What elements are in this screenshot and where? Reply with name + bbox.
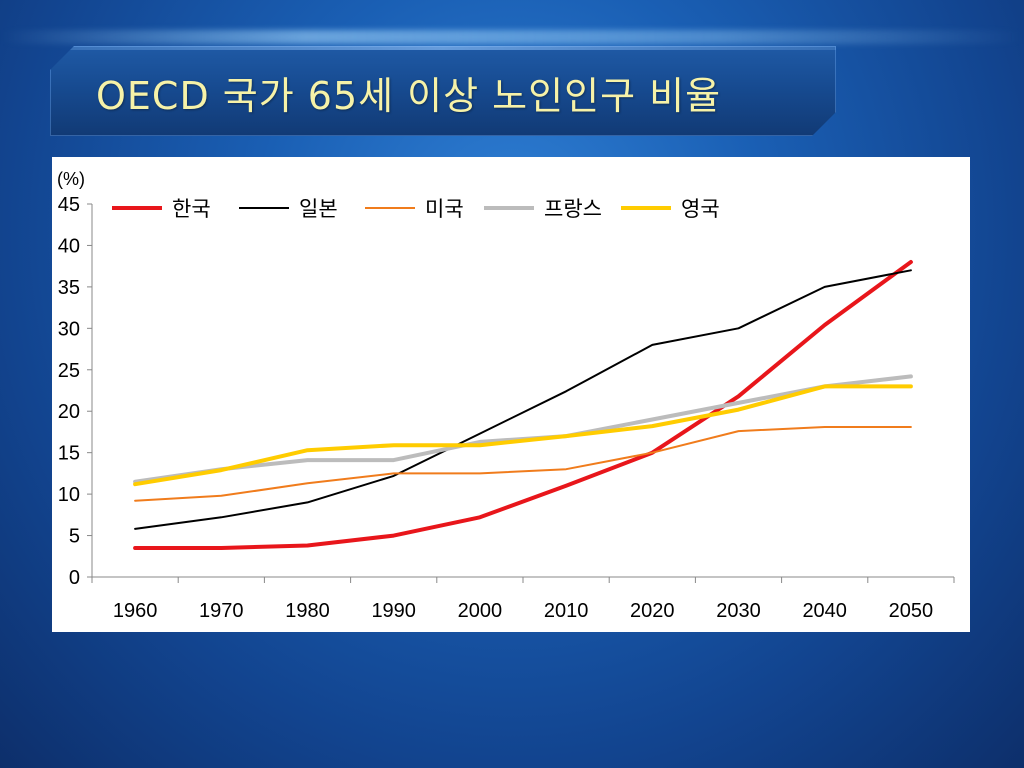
title-banner <box>50 46 836 136</box>
series-line-3 <box>134 426 912 502</box>
x-tick-label: 2000 <box>458 600 503 622</box>
legend: 한국 일본 미국 프랑스 영국 <box>112 197 720 221</box>
slide-title: OECD 국가 65세 이상 노인인구 비율 <box>96 74 722 118</box>
legend-label: 미국 <box>425 197 464 221</box>
series-line-1 <box>133 260 913 550</box>
legend-label: 일본 <box>299 197 338 221</box>
y-tick-label: 25 <box>58 360 80 382</box>
y-tick-label: 20 <box>58 401 80 423</box>
x-tick-label: 1980 <box>285 600 330 622</box>
x-tick-label: 2020 <box>630 600 675 622</box>
x-tick-label: 2010 <box>544 600 589 622</box>
y-tick-label: 45 <box>58 194 80 216</box>
y-tick-label: 30 <box>58 318 80 340</box>
legend-label: 영국 <box>681 197 720 221</box>
x-tick-label: 2040 <box>802 600 847 622</box>
y-unit-label: (%) <box>57 169 85 189</box>
x-axis: 1960 1970 1980 1990 2000 2010 2020 2030 2040 2050 <box>91 576 955 622</box>
legend-label: 한국 <box>172 197 211 221</box>
y-tick-label: 15 <box>58 443 80 465</box>
background-glow <box>0 30 1024 44</box>
y-tick-label: 40 <box>58 235 80 257</box>
x-tick-label: 1960 <box>113 600 158 622</box>
series-line-2 <box>134 269 912 530</box>
x-tick-label: 2050 <box>889 600 934 622</box>
legend-label: 프랑스 <box>544 197 602 221</box>
y-axis: 0 5 10 15 20 25 30 35 40 45 <box>58 194 93 589</box>
y-tick-label: 0 <box>69 567 80 589</box>
x-tick-label: 2030 <box>716 600 761 622</box>
series-lines <box>133 260 913 550</box>
y-tick-label: 35 <box>58 277 80 299</box>
chart-panel: 0 5 10 15 20 25 30 35 40 45 1960 1970 1980 1990 2000 2… <box>52 157 970 632</box>
line-chart: 0 5 10 15 20 25 30 35 40 45 1960 1970 1980 1990 2000 2… <box>57 169 955 622</box>
series-line-5 <box>133 384 913 487</box>
y-tick-label: 10 <box>58 484 80 506</box>
x-tick-label: 1970 <box>199 600 244 622</box>
y-tick-label: 5 <box>69 526 80 548</box>
x-tick-label: 1990 <box>371 600 416 622</box>
